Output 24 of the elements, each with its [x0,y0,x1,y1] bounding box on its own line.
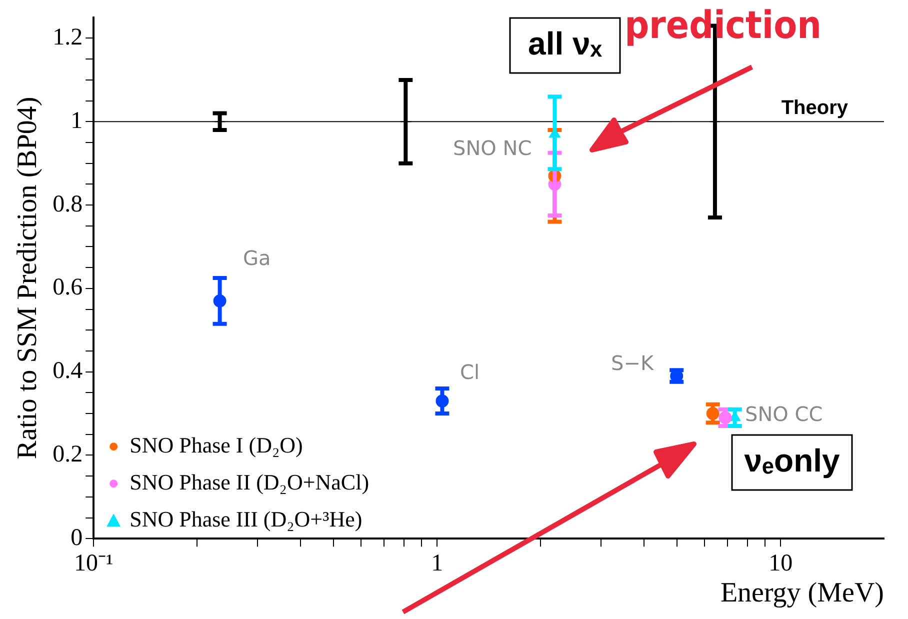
y-tick-label: 1 [70,108,83,134]
y-tick-label: 0.6 [52,274,83,301]
annotation: Ga [243,246,271,270]
annotation: SNO CC [745,402,823,426]
annotation: νₑonly [744,442,840,478]
annotation: prediction [624,2,822,47]
legend-label: SNO Phase III (D₂O+³He) [130,506,362,532]
annotation: Cl [460,360,480,384]
annotation: all νₓ [528,25,602,62]
y-axis-title: Ratio to SSM Prediction (BP04) [12,96,44,460]
x-axis-title: Energy (MeV) [720,578,884,609]
y-tick-label: 0.4 [52,358,83,384]
legend-label: SNO Phase II (D₂O+NaCl) [130,469,370,494]
y-tick-label: 0.8 [52,191,83,218]
y-tick-label: 0.2 [52,442,83,468]
x-tick-label: 10⁻¹ [74,550,114,576]
y-tick-label: 0 [70,524,83,551]
y-tick-label: 1.2 [52,24,83,51]
annotation: S−K [611,351,654,376]
legend-label: SNO Phase I (D₂O) [130,432,303,458]
ref-line-label: Theory [781,97,849,120]
x-tick-label: 1 [431,550,444,576]
x-tick-label: 10 [768,550,793,576]
annotation: SNO NC [453,136,532,160]
